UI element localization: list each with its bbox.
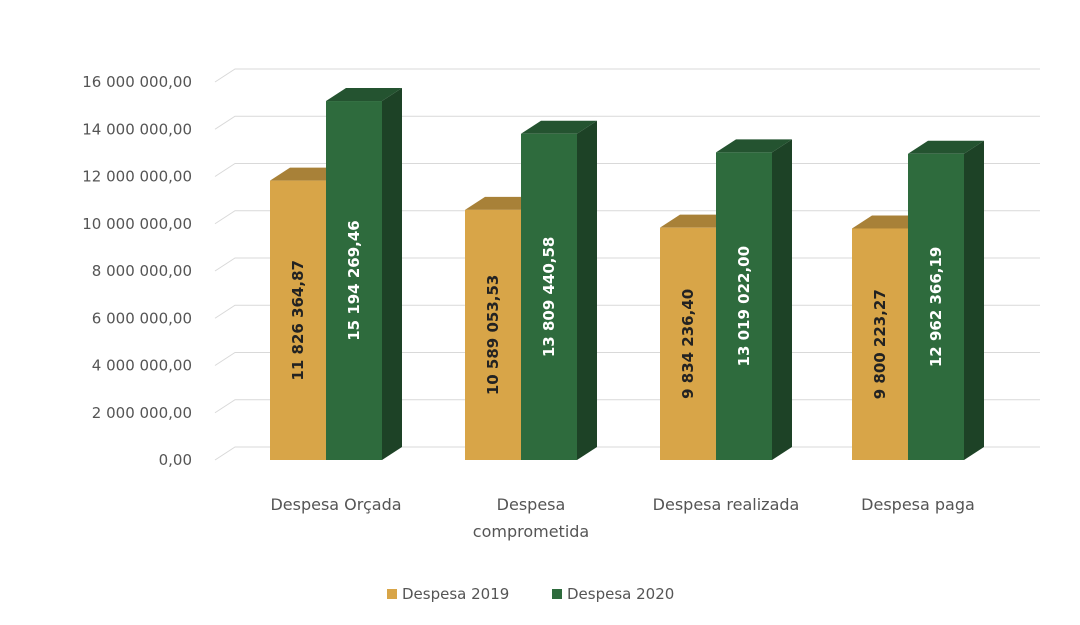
category-label: Despesa Orçada [270, 495, 401, 514]
y-tick-label: 0,00 [159, 451, 192, 469]
category-labels: Despesa Orçada Despesa comprometida Despesa… [270, 495, 974, 541]
category-label: Despesa realizada [653, 495, 800, 514]
bar-top [521, 120, 597, 134]
bar-data-label: 10 589 053,53 [484, 275, 502, 396]
bar-front [521, 133, 577, 461]
bar-data-label: 12 962 366,19 [927, 247, 945, 368]
legend: Despesa 2019 Despesa 2020 [387, 585, 674, 603]
bar-side [772, 139, 792, 460]
y-tick-label: 6 000 000,00 [92, 309, 192, 327]
bar-side [964, 140, 984, 460]
gridline [214, 115, 1040, 130]
bar-data-label: 9 800 223,27 [871, 289, 889, 399]
bar-front [465, 209, 521, 460]
legend-item: Despesa 2019 [387, 585, 509, 603]
bar-front [908, 153, 964, 460]
bar-data-label: 9 834 236,40 [679, 289, 697, 399]
category-label: Despesa paga [861, 495, 975, 514]
bar-front [716, 152, 772, 460]
y-tick-label: 14 000 000,00 [82, 120, 192, 138]
bar-top [326, 88, 402, 102]
y-tick-label: 16 000 000,00 [82, 73, 192, 91]
y-axis-ticks: 0,00 2 000 000,00 4 000 000,00 6 000 000,00… [82, 73, 192, 469]
category-label: Despesa comprometida [473, 495, 589, 541]
bar-top [716, 139, 792, 153]
gridlines [214, 68, 1040, 461]
bar: 12 962 366,19 [908, 140, 984, 460]
bar: 13 019 022,00 [716, 139, 792, 460]
bar-side [577, 120, 597, 461]
bar-data-label: 15 194 269,46 [345, 220, 363, 341]
y-tick-label: 10 000 000,00 [82, 215, 192, 233]
bar-top [908, 140, 984, 154]
bar: 13 809 440,58 [521, 120, 597, 461]
bars: 11 826 364,87 15 194 269,46 10 589 053,53 1… [270, 88, 984, 461]
bar-front [270, 180, 326, 461]
legend-swatch [552, 589, 562, 599]
y-tick-label: 8 000 000,00 [92, 262, 192, 280]
bar-data-label: 13 809 440,58 [540, 237, 558, 358]
legend-label: Despesa 2020 [567, 585, 674, 603]
bar-front [660, 227, 716, 460]
bar-side [382, 88, 402, 460]
y-tick-label: 12 000 000,00 [82, 168, 192, 186]
legend-swatch [387, 589, 397, 599]
gridline [214, 68, 1040, 83]
bar: 15 194 269,46 [326, 88, 402, 460]
y-tick-label: 2 000 000,00 [92, 404, 192, 422]
bar-front [852, 228, 908, 460]
legend-item: Despesa 2020 [552, 585, 674, 603]
legend-label: Despesa 2019 [402, 585, 509, 603]
bar-data-label: 11 826 364,87 [289, 260, 307, 381]
bar-front [326, 101, 382, 460]
y-tick-label: 4 000 000,00 [92, 357, 192, 375]
bar-data-label: 13 019 022,00 [735, 246, 753, 367]
